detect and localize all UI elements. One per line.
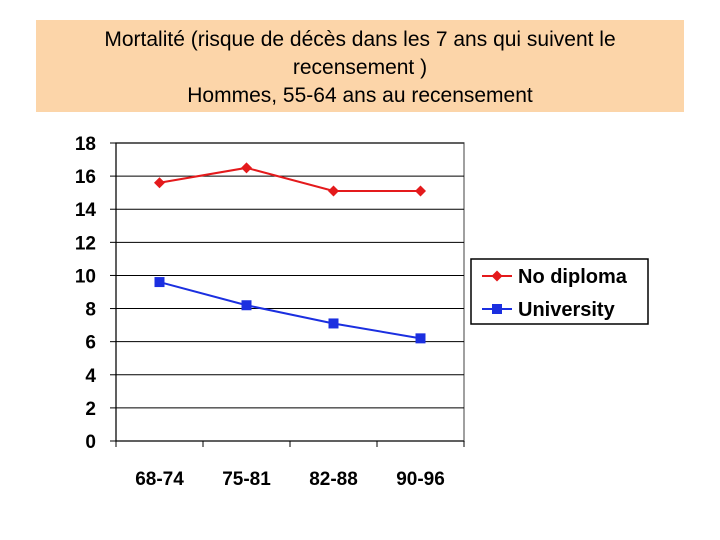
title-line-3: Hommes, 55-64 ans au recensement <box>187 84 533 107</box>
x-tick-label: 68-74 <box>135 469 184 490</box>
plot-area <box>115 142 465 442</box>
data-point <box>241 162 252 174</box>
x-tick-label: 82-88 <box>309 469 358 490</box>
data-point <box>328 318 339 329</box>
y-tick-label: 14 <box>75 200 97 221</box>
y-axis: 0 2 4 6 8 10 12 14 16 18 <box>75 134 117 453</box>
legend-label: University <box>518 299 616 321</box>
legend-label: No diploma <box>518 266 628 288</box>
y-tick-label: 8 <box>85 300 96 321</box>
y-tick-label: 4 <box>85 366 96 387</box>
x-tick-label: 90-96 <box>396 469 445 490</box>
data-point <box>241 300 252 311</box>
series-university <box>154 277 426 344</box>
y-tick-label: 12 <box>75 233 96 254</box>
series-no-diploma <box>154 162 426 197</box>
x-tick-label: 75-81 <box>222 469 271 490</box>
data-point <box>154 177 165 189</box>
series-line <box>159 281 421 340</box>
y-tick-label: 0 <box>85 432 96 453</box>
y-tick-label: 10 <box>75 266 96 287</box>
legend-swatch-marker <box>491 270 503 282</box>
y-tick-label: 16 <box>75 167 96 188</box>
legend-swatch-marker <box>492 304 502 314</box>
y-tick-label: 6 <box>85 333 96 354</box>
chart-title: Mortalité (risque de décès dans les 7 an… <box>36 20 684 112</box>
y-tick-label: 2 <box>85 399 96 420</box>
legend: No diploma University <box>470 258 649 325</box>
data-point <box>415 333 426 344</box>
series-line <box>159 166 421 193</box>
title-line-2: recensement ) <box>292 56 428 79</box>
title-line-1: Mortalité (risque de décès dans les 7 an… <box>104 28 616 51</box>
y-tick-label: 18 <box>75 134 96 155</box>
x-axis: 68-74 75-81 82-88 90-96 <box>115 440 465 490</box>
data-point <box>328 185 339 197</box>
data-point <box>415 185 426 197</box>
series-layer <box>154 162 426 344</box>
data-point <box>154 277 165 288</box>
gridlines <box>116 142 464 409</box>
